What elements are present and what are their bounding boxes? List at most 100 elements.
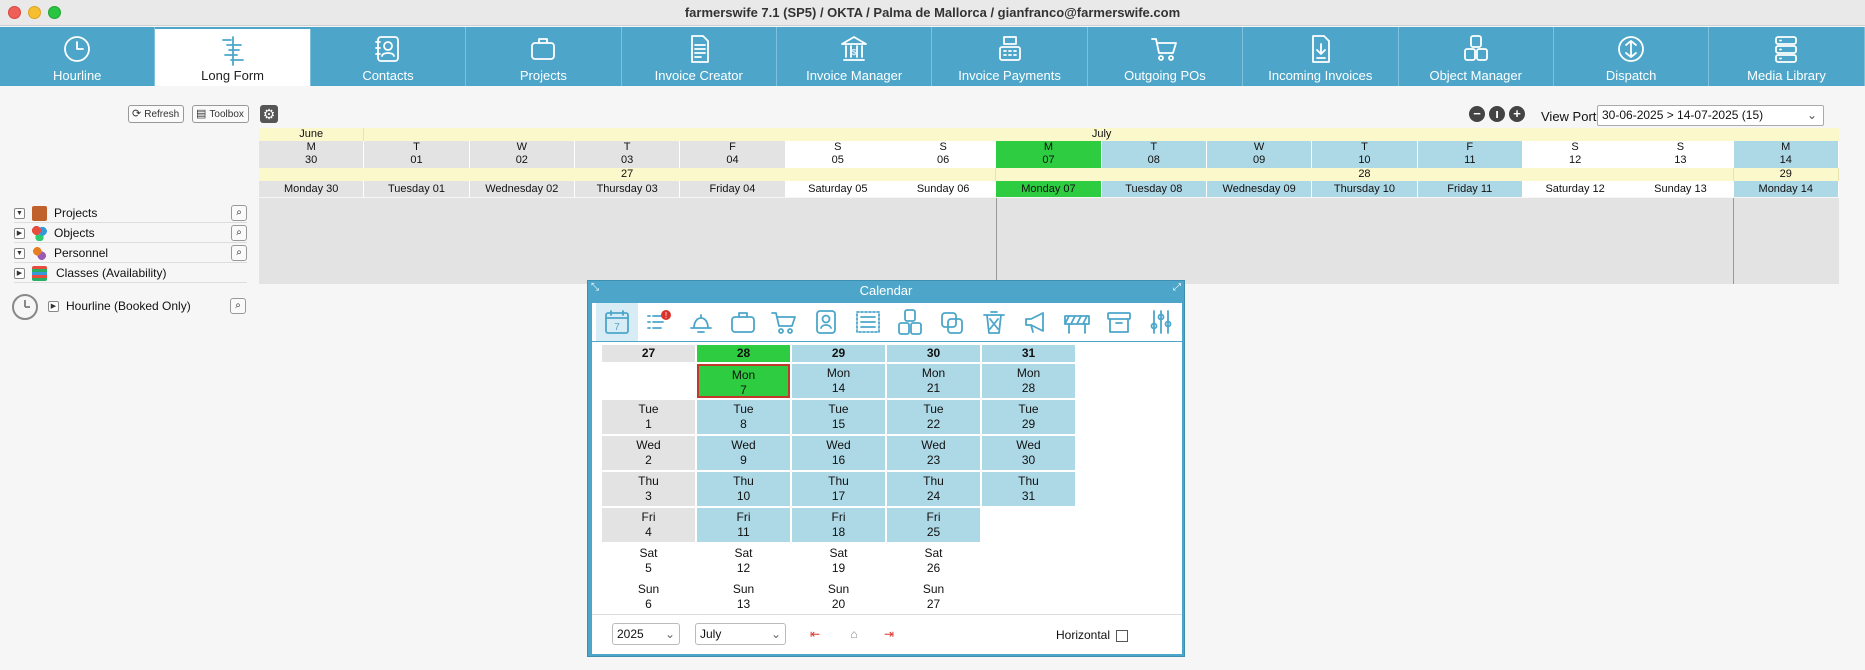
calendar-tool-objects[interactable] (889, 303, 931, 341)
day-column-header[interactable]: F 04 (680, 141, 786, 168)
zoom-in-icon[interactable]: + (1509, 106, 1525, 122)
calendar-day-cell[interactable]: Fri 11 (697, 508, 790, 542)
calendar-day-cell[interactable]: Sat 19 (792, 544, 885, 578)
nav-invoice-creator[interactable]: Invoice Creator (622, 27, 777, 86)
nav-invoice-manager[interactable]: $ Invoice Manager (777, 27, 933, 86)
calendar-day-cell[interactable]: Sun 13 (697, 580, 790, 614)
day-column-header[interactable]: S 13 (1628, 141, 1734, 168)
tree-row-classes[interactable]: ▶ Classes (Availability) (14, 264, 247, 283)
day-column-header[interactable]: T 01 (364, 141, 470, 168)
calendar-week-header[interactable]: 28 (697, 345, 790, 362)
day-column-header[interactable]: S 05 (785, 141, 891, 168)
nav-outgoing-pos[interactable]: Outgoing POs (1088, 27, 1244, 86)
search-icon[interactable]: ⌕ (231, 225, 247, 241)
nav-dispatch[interactable]: Dispatch (1554, 27, 1710, 86)
calendar-week-header[interactable]: 27 (602, 345, 695, 362)
calendar-day-cell[interactable]: Mon 14 (792, 364, 885, 398)
tree-row-objects[interactable]: ▶ Objects ⌕ (14, 224, 247, 243)
day-column-header[interactable]: M 30 (259, 141, 365, 168)
expand-icon[interactable]: ▶ (14, 228, 25, 239)
calendar-tool-archive[interactable] (1098, 303, 1140, 341)
toolbox-button[interactable]: ▤ Toolbox (192, 105, 249, 123)
day-column-header[interactable]: S 06 (890, 141, 997, 168)
day-column-header[interactable]: W 09 (1206, 141, 1313, 168)
search-icon[interactable]: ⌕ (230, 298, 246, 314)
calendar-day-cell[interactable]: Wed 9 (697, 436, 790, 470)
previous-month-icon[interactable]: ⇤ (809, 627, 821, 641)
calendar-day-cell[interactable]: Mon 28 (982, 364, 1075, 398)
nav-hourline[interactable]: Hourline (0, 27, 156, 86)
nav-media-library[interactable]: Media Library (1709, 27, 1865, 86)
calendar-tool-megaphone[interactable] (1015, 303, 1057, 341)
calendar-tool-cart[interactable] (763, 303, 805, 341)
calendar-day-cell[interactable]: Thu 3 (602, 472, 695, 506)
calendar-day-cell[interactable]: Mon 21 (887, 364, 980, 398)
calendar-day-cell[interactable]: Wed 2 (602, 436, 695, 470)
calendar-tool-bell[interactable] (680, 303, 722, 341)
calendar-tool-tasks-alert[interactable]: ! (638, 303, 680, 341)
calendar-tool-trash[interactable] (973, 303, 1015, 341)
home-icon[interactable]: ⌂ (850, 627, 858, 641)
calendar-day-cell[interactable]: Sun 20 (792, 580, 885, 614)
calendar-day-cell[interactable]: Tue 22 (887, 400, 980, 434)
calendar-day-cell[interactable]: Sun 6 (602, 580, 695, 614)
collapse-icon[interactable]: ▼ (14, 208, 25, 219)
calendar-tool-briefcase[interactable] (722, 303, 764, 341)
year-select[interactable]: 2025 ⌄ (612, 623, 680, 645)
calendar-day-cell[interactable]: Tue 15 (792, 400, 885, 434)
next-month-icon[interactable]: ⇥ (883, 627, 895, 641)
nav-incoming-invoices[interactable]: Incoming Invoices (1243, 27, 1399, 86)
refresh-button[interactable]: ⟳ Refresh (128, 105, 185, 123)
search-icon[interactable]: ⌕ (231, 205, 247, 221)
calendar-day-cell[interactable]: Wed 30 (982, 436, 1075, 470)
zoom-window-button[interactable] (48, 6, 61, 19)
nav-projects[interactable]: Projects (466, 27, 622, 86)
day-column-header[interactable]: T 10 (1312, 141, 1418, 168)
day-column-header[interactable]: T 08 (1101, 141, 1207, 168)
calendar-day-cell[interactable]: Tue 1 (602, 400, 695, 434)
zoom-reset-icon[interactable]: ı (1489, 106, 1505, 122)
nav-invoice-payments[interactable]: Invoice Payments (932, 27, 1088, 86)
day-column-header[interactable]: S 12 (1522, 141, 1629, 168)
day-column-header[interactable]: F 11 (1417, 141, 1523, 168)
month-select[interactable]: July ⌄ (695, 623, 786, 645)
calendar-tool-calendar[interactable]: 7 (596, 303, 638, 341)
day-column-header[interactable]: M 07 (996, 141, 1102, 168)
calendar-day-cell[interactable]: Mon 7 (697, 364, 790, 398)
calendar-tool-copy[interactable] (931, 303, 973, 341)
search-icon[interactable]: ⌕ (231, 245, 247, 261)
expand-icon[interactable]: ▶ (48, 301, 59, 312)
day-column-header[interactable]: W 02 (469, 141, 575, 168)
nav-contacts[interactable]: Contacts (311, 27, 467, 86)
calendar-tool-contacts[interactable] (805, 303, 847, 341)
calendar-day-cell[interactable]: Wed 16 (792, 436, 885, 470)
calendar-tool-sliders[interactable] (1140, 303, 1182, 341)
calendar-day-cell[interactable]: Thu 17 (792, 472, 885, 506)
timeline-grid[interactable] (259, 198, 1839, 284)
minimize-window-button[interactable] (28, 6, 41, 19)
expand-icon[interactable]: ▶ (14, 268, 25, 279)
calendar-day-cell[interactable]: Thu 31 (982, 472, 1075, 506)
tree-row-projects[interactable]: ▼ Projects ⌕ (14, 204, 247, 223)
calendar-tool-barrier[interactable] (1056, 303, 1098, 341)
close-window-button[interactable] (8, 6, 21, 19)
viewport-select[interactable]: 30-06-2025 > 14-07-2025 (15) ⌄ (1597, 105, 1824, 126)
hourline-booked-row[interactable]: ▶ Hourline (Booked Only) ⌕ (48, 297, 246, 316)
calendar-day-cell[interactable]: Tue 29 (982, 400, 1075, 434)
calendar-tool-list[interactable] (847, 303, 889, 341)
calendar-day-cell[interactable]: Wed 23 (887, 436, 980, 470)
calendar-week-header[interactable]: 30 (887, 345, 980, 362)
nav-long-form[interactable]: Long Form (155, 29, 311, 86)
day-column-header[interactable]: T 03 (574, 141, 681, 168)
calendar-day-cell[interactable]: Tue 8 (697, 400, 790, 434)
resize-corner-icon[interactable]: ⤡ (591, 282, 599, 293)
day-column-header[interactable]: M 14 (1733, 141, 1839, 168)
horizontal-checkbox[interactable] (1116, 630, 1128, 642)
nav-object-manager[interactable]: Object Manager (1399, 27, 1554, 86)
calendar-day-cell[interactable]: Thu 24 (887, 472, 980, 506)
calendar-day-cell[interactable]: Fri 25 (887, 508, 980, 542)
resize-corner-icon[interactable]: ⤢ (1173, 282, 1181, 293)
calendar-day-cell[interactable]: Sat 5 (602, 544, 695, 578)
calendar-day-cell[interactable]: Sun 27 (887, 580, 980, 614)
zoom-out-icon[interactable]: − (1469, 106, 1485, 122)
